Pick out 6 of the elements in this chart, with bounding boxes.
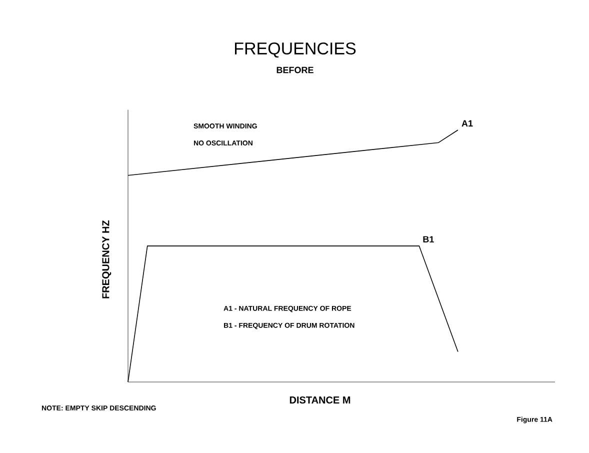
chart-subtitle: BEFORE	[276, 66, 314, 74]
x-axis-title: DISTANCE M	[290, 396, 350, 404]
series-label: A1	[462, 120, 473, 126]
chart-title: FREQUENCIES	[235, 42, 356, 58]
series-label: B1	[423, 236, 434, 242]
y-axis-title: FREQUENCY HZ	[102, 220, 112, 298]
